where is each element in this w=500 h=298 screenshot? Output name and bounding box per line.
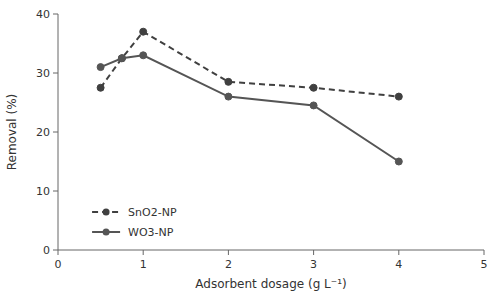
series-marker (97, 84, 104, 91)
series-marker (225, 78, 232, 85)
x-tick (228, 250, 229, 255)
x-tick (484, 250, 485, 255)
x-axis-line (58, 250, 484, 251)
x-tick (58, 250, 59, 255)
series-marker (118, 55, 125, 62)
series (97, 52, 402, 165)
y-tick (53, 191, 58, 192)
legend-marker (103, 209, 110, 216)
y-tick (53, 132, 58, 133)
plot-area (97, 28, 402, 165)
series (97, 28, 402, 100)
series-marker (140, 28, 147, 35)
x-axis-label: Adsorbent dosage (g L⁻¹) (195, 277, 346, 291)
x-tick-label: 2 (225, 258, 232, 271)
chart: 0 1 2 3 4 5 0 10 20 30 40 Adsorbent dosage (g L⁻¹) R… (0, 0, 500, 298)
y-tick-label: 0 (43, 244, 50, 257)
y-tick-label: 40 (36, 8, 50, 21)
series-marker (395, 158, 402, 165)
x-tick (143, 250, 144, 255)
series-line (101, 55, 399, 161)
legend-label: WO3-NP (128, 226, 174, 239)
series-marker (310, 84, 317, 91)
x-tick-label: 1 (140, 258, 147, 271)
y-tick-label: 30 (36, 67, 50, 80)
series-marker (395, 93, 402, 100)
legend: SnO2-NP WO3-NP (92, 206, 177, 239)
series-marker (118, 55, 125, 62)
legend-marker (103, 229, 110, 236)
series-line (101, 32, 399, 97)
y-axis-label: Removal (%) (5, 94, 19, 171)
y-tick-label: 10 (36, 185, 50, 198)
x-tick-label: 4 (395, 258, 402, 271)
y-tick (53, 250, 58, 251)
x-tick-label: 0 (55, 258, 62, 271)
series-marker (97, 64, 104, 71)
series-marker (225, 93, 232, 100)
x-tick-label: 5 (481, 258, 488, 271)
x-tick-label: 3 (310, 258, 317, 271)
series-marker (310, 102, 317, 109)
y-tick (53, 73, 58, 74)
legend-label: SnO2-NP (128, 206, 177, 219)
x-tick (398, 250, 399, 255)
x-tick (313, 250, 314, 255)
y-tick (53, 14, 58, 15)
y-tick-label: 20 (36, 126, 50, 139)
series-marker (140, 52, 147, 59)
